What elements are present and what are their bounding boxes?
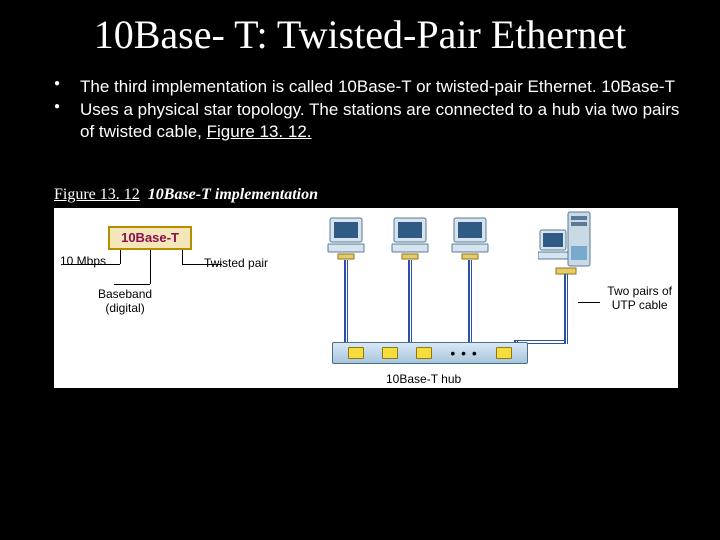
cable-icon [564,274,568,344]
station-icon [450,216,490,260]
ellipsis-icon: • • • [450,345,477,361]
cable-icon [468,260,472,344]
hub-port-icon [496,347,512,359]
bullet-item: The third implementation is called 10Bas… [54,76,680,97]
station-icon [326,216,366,260]
label-baseband: Baseband (digital) [98,288,152,316]
hub-port-icon [382,347,398,359]
figure-title: 10Base-T implementation [148,186,318,203]
leader-line [114,284,150,285]
bullet-list: The third implementation is called 10Bas… [40,76,680,142]
bullet-text: The third implementation is called 10Bas… [80,77,675,96]
figure-caption: Figure 13. 12 10Base-T implementation [54,186,680,204]
hub-body: • • • [332,342,528,364]
cable-icon [408,260,412,344]
leader-line [182,250,183,264]
figure-reference: Figure 13. 12. [207,122,312,141]
label-utp-cable: Two pairs of UTP cable [607,284,672,313]
label-10mbps: 10 Mbps [60,254,106,268]
breakdown-box: 10Base-T [108,226,192,250]
hub-label: 10Base-T hub [386,372,461,386]
figure-number: Figure 13. 12 [54,186,140,203]
station-icon [390,216,430,260]
hub-port-icon [348,347,364,359]
server-icon [538,210,594,276]
leader-line [150,250,151,284]
breakdown-label: 10Base-T [121,230,179,245]
slide-title: 10Base- T: Twisted-Pair Ethernet [40,12,680,58]
diagram: 10Base-T 10 Mbps Baseband (digital) Twis… [54,208,678,388]
label-twisted-pair: Twisted pair [204,256,268,270]
cable-icon [344,260,348,344]
leader-line [578,302,600,303]
bullet-text: Uses a physical star topology. The stati… [80,100,679,140]
hub-port-icon [416,347,432,359]
bullet-item: Uses a physical star topology. The stati… [54,99,680,142]
leader-line [120,250,121,264]
slide: 10Base- T: Twisted-Pair Ethernet The thi… [0,0,720,540]
hub: • • • [332,342,528,372]
